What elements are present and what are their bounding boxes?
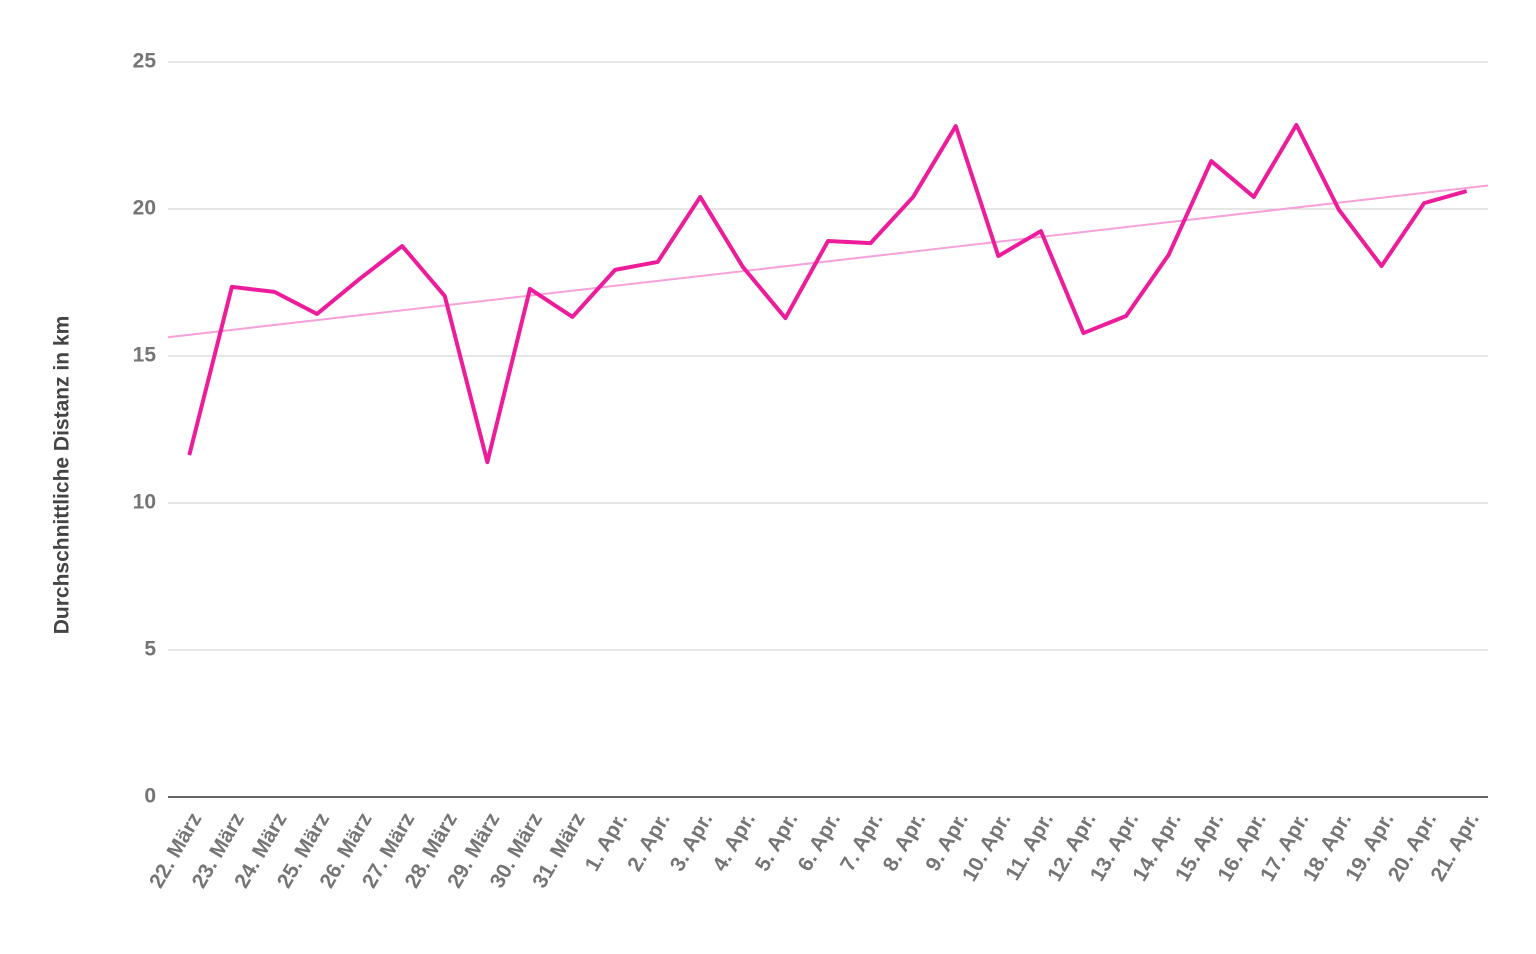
y-axis-label: Durchschnittliche Distanz in km [51,316,74,635]
y-tick-label: 15 [133,344,157,367]
y-tick-label: 0 [144,785,156,808]
y-tick-label: 10 [133,491,156,514]
y-tick-label: 20 [133,197,156,220]
trend-line [167,184,1489,339]
data-line [187,122,1468,465]
y-tick-label: 5 [144,638,156,661]
y-tick-label: 25 [133,50,157,73]
